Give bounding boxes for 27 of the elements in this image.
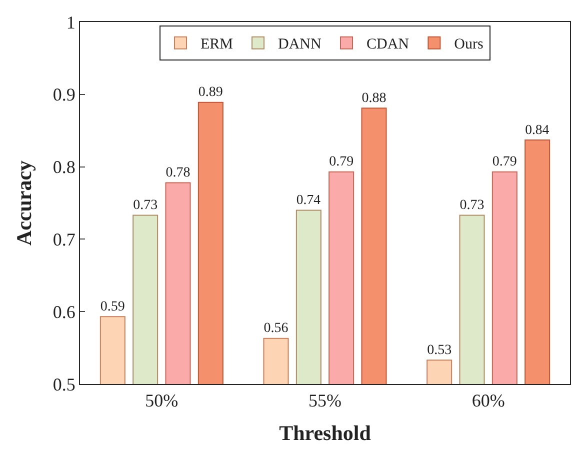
legend-label: ERM — [200, 36, 234, 53]
data-label: 0.56 — [264, 321, 288, 336]
legend-label: CDAN — [366, 36, 410, 53]
data-label: 0.79 — [329, 154, 354, 170]
data-label: 0.59 — [100, 299, 125, 314]
data-label: 0.74 — [296, 192, 321, 207]
data-label: 0.84 — [525, 122, 550, 137]
y-axis-title: Accuracy — [12, 160, 36, 246]
data-label: 0.73 — [460, 198, 484, 214]
y-tick-label: 1 — [66, 12, 76, 32]
x-tick-label: 60% — [472, 390, 505, 411]
data-label: 0.73 — [133, 198, 158, 214]
legend-label: DANN — [278, 36, 322, 53]
y-tick-label: 0.7 — [52, 230, 76, 250]
data-label: 0.53 — [427, 342, 452, 358]
data-label: 0.78 — [166, 165, 190, 180]
y-tick-label: 0.9 — [52, 84, 76, 105]
y-tick-label: 0.5 — [52, 374, 76, 394]
x-axis-title: Threshold — [279, 420, 372, 445]
x-tick-label: 50% — [145, 390, 178, 411]
data-label: 0.89 — [198, 85, 223, 100]
data-label: 0.88 — [362, 90, 386, 106]
y-tick-label: 0.6 — [52, 302, 76, 322]
legend-label: Ours — [454, 36, 484, 53]
x-tick-label: 55% — [308, 390, 342, 411]
y-tick-label: 0.8 — [52, 157, 76, 178]
data-label: 0.79 — [492, 154, 517, 170]
